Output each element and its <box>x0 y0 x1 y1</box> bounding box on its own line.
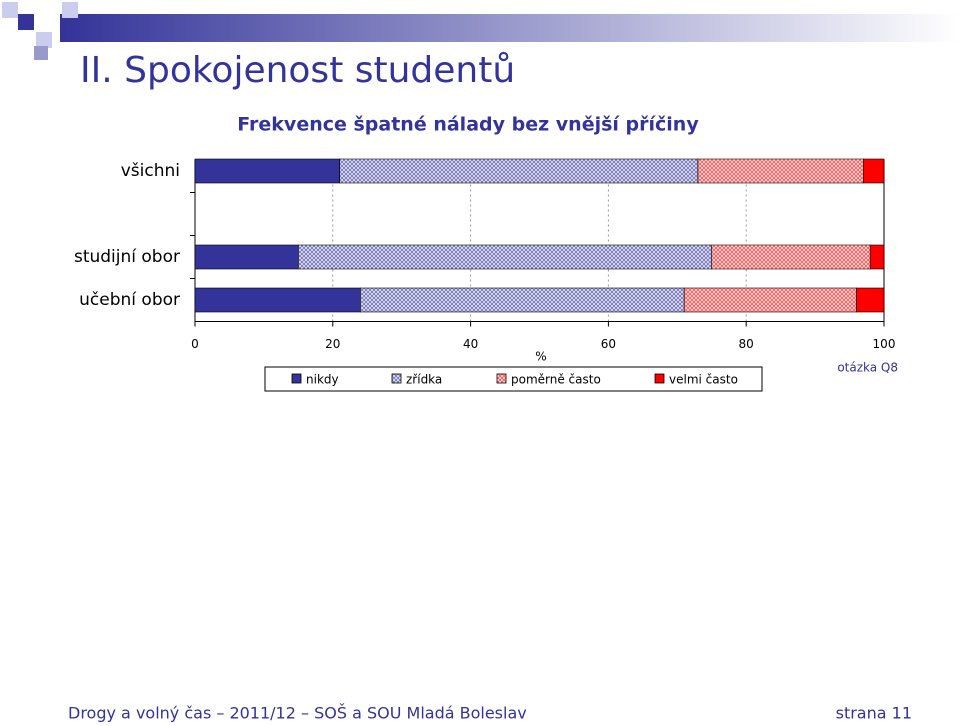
bar-segment <box>194 287 361 313</box>
note: otázka Q8 <box>837 361 898 375</box>
legend-label: poměrně často <box>511 373 601 387</box>
legend-swatch <box>291 373 302 384</box>
bar-segment <box>856 287 885 313</box>
deco-square <box>2 2 18 18</box>
x-tick-label: 0 <box>191 337 199 351</box>
deco-square <box>18 14 34 30</box>
legend-swatch <box>496 373 507 384</box>
footer-right: strana 11 <box>836 704 912 723</box>
bar-segment <box>869 244 885 270</box>
x-tick-label: 100 <box>873 337 896 351</box>
footer-left: Drogy a volný čas – 2011/12 – SOŠ a SOU … <box>68 704 527 723</box>
slide-title: II. Spokojenost studentů <box>80 50 515 91</box>
x-axis-label: % <box>535 350 546 364</box>
x-tick-label: 60 <box>601 337 616 351</box>
bar-segment <box>298 244 713 270</box>
legend-label: nikdy <box>306 373 339 387</box>
deco-square <box>34 46 48 60</box>
chart-title: Frekvence špatné nálady bez vnější příči… <box>237 114 699 136</box>
legend-label: zřídka <box>406 373 442 387</box>
bar-segment <box>360 287 685 313</box>
x-tick-label: 80 <box>739 337 754 351</box>
bar-segment <box>697 158 864 184</box>
legend-box <box>264 366 763 392</box>
bar-segment <box>339 158 699 184</box>
bar-segment <box>711 244 871 270</box>
x-tick-label: 40 <box>463 337 478 351</box>
x-tick-label: 20 <box>325 337 340 351</box>
header-bar <box>60 14 960 42</box>
legend-label: velmi často <box>669 373 738 387</box>
bar-segment <box>194 158 340 184</box>
legend-swatch <box>391 373 402 384</box>
deco-square <box>36 32 52 48</box>
y-tick-label: všichni <box>121 161 180 181</box>
y-tick-label: učební obor <box>79 290 180 310</box>
bar-segment <box>194 244 299 270</box>
y-tick-label: studijní obor <box>74 247 180 267</box>
legend-swatch <box>654 373 665 384</box>
deco-square <box>62 2 78 18</box>
bar-segment <box>683 287 857 313</box>
bar-segment <box>863 158 885 184</box>
